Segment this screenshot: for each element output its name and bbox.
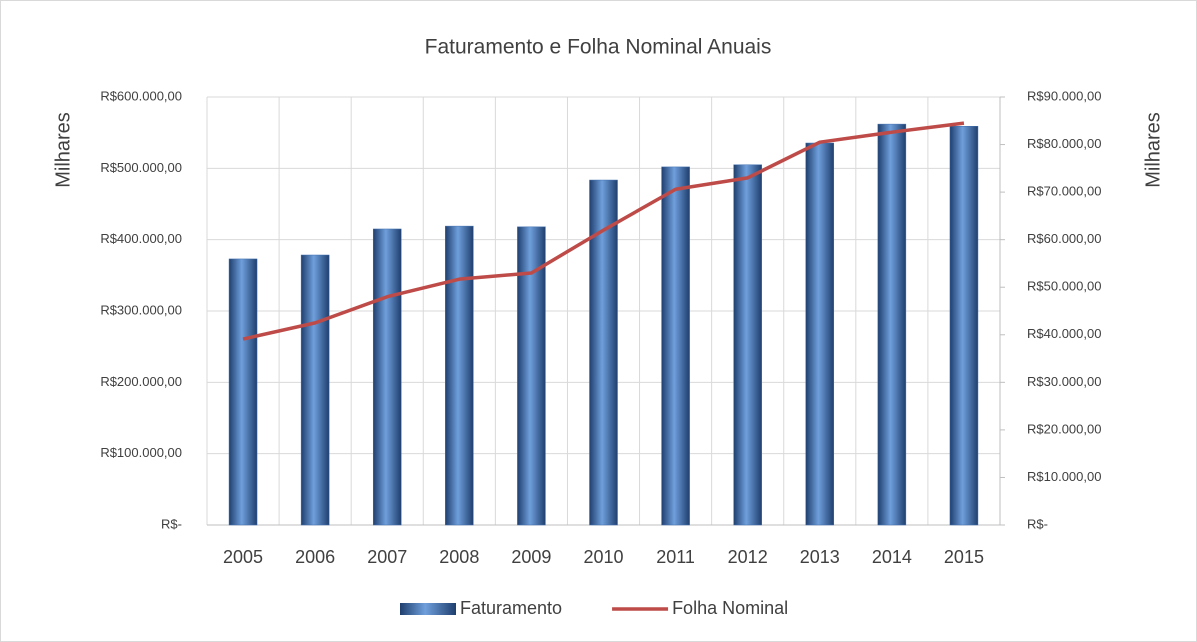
- legend-label: Faturamento: [460, 598, 562, 618]
- y-tick-label: R$500.000,00: [100, 160, 182, 175]
- y2-tick-label: R$-: [1027, 516, 1048, 531]
- x-tick-label: 2005: [223, 547, 263, 567]
- y2-axis-title: Milhares: [1142, 112, 1164, 188]
- x-tick-label: 2008: [439, 547, 479, 567]
- bar: [517, 226, 546, 526]
- y2-tick-label: R$70.000,00: [1027, 184, 1101, 199]
- bar: [661, 166, 690, 526]
- y2-tick-label: R$80.000,00: [1027, 136, 1101, 151]
- y2-tick-label: R$10.000,00: [1027, 469, 1101, 484]
- y-axis-title: Milhares: [52, 112, 74, 188]
- y2-tick-label: R$50.000,00: [1027, 279, 1101, 294]
- bar: [805, 142, 835, 526]
- chart-title: Faturamento e Folha Nominal Anuais: [425, 36, 772, 59]
- y-tick-label: R$200.000,00: [100, 374, 182, 389]
- y-tick-label: R$100.000,00: [100, 445, 182, 460]
- x-tick-label: 2007: [367, 547, 407, 567]
- y2-tick-label: R$20.000,00: [1027, 421, 1101, 436]
- bar: [445, 225, 474, 526]
- bar: [300, 254, 330, 526]
- y2-tick-label: R$30.000,00: [1027, 374, 1101, 389]
- bar: [949, 125, 979, 526]
- bar: [228, 258, 258, 526]
- x-tick-label: 2010: [583, 547, 623, 567]
- bar: [733, 164, 762, 526]
- x-tick-label: 2012: [728, 547, 768, 567]
- x-tick-label: 2015: [944, 547, 984, 567]
- x-tick-label: 2013: [800, 547, 840, 567]
- y-tick-label: R$-: [161, 516, 182, 531]
- line: [242, 121, 965, 341]
- bar: [877, 123, 907, 526]
- y2-tick-label: R$90.000,00: [1027, 88, 1101, 103]
- x-tick-label: 2011: [656, 547, 695, 567]
- x-tick-label: 2009: [511, 547, 551, 567]
- y-tick-label: R$300.000,00: [100, 302, 182, 317]
- bar: [372, 228, 402, 526]
- x-tick-label: 2006: [295, 547, 335, 567]
- y-tick-label: R$600.000,00: [100, 88, 182, 103]
- y-tick-label: R$400.000,00: [100, 231, 182, 246]
- x-tick-label: 2014: [872, 547, 912, 567]
- legend-swatch: [400, 603, 456, 615]
- legend-label: Folha Nominal: [672, 598, 788, 618]
- y2-tick-label: R$40.000,00: [1027, 326, 1101, 341]
- y2-tick-label: R$60.000,00: [1027, 231, 1101, 246]
